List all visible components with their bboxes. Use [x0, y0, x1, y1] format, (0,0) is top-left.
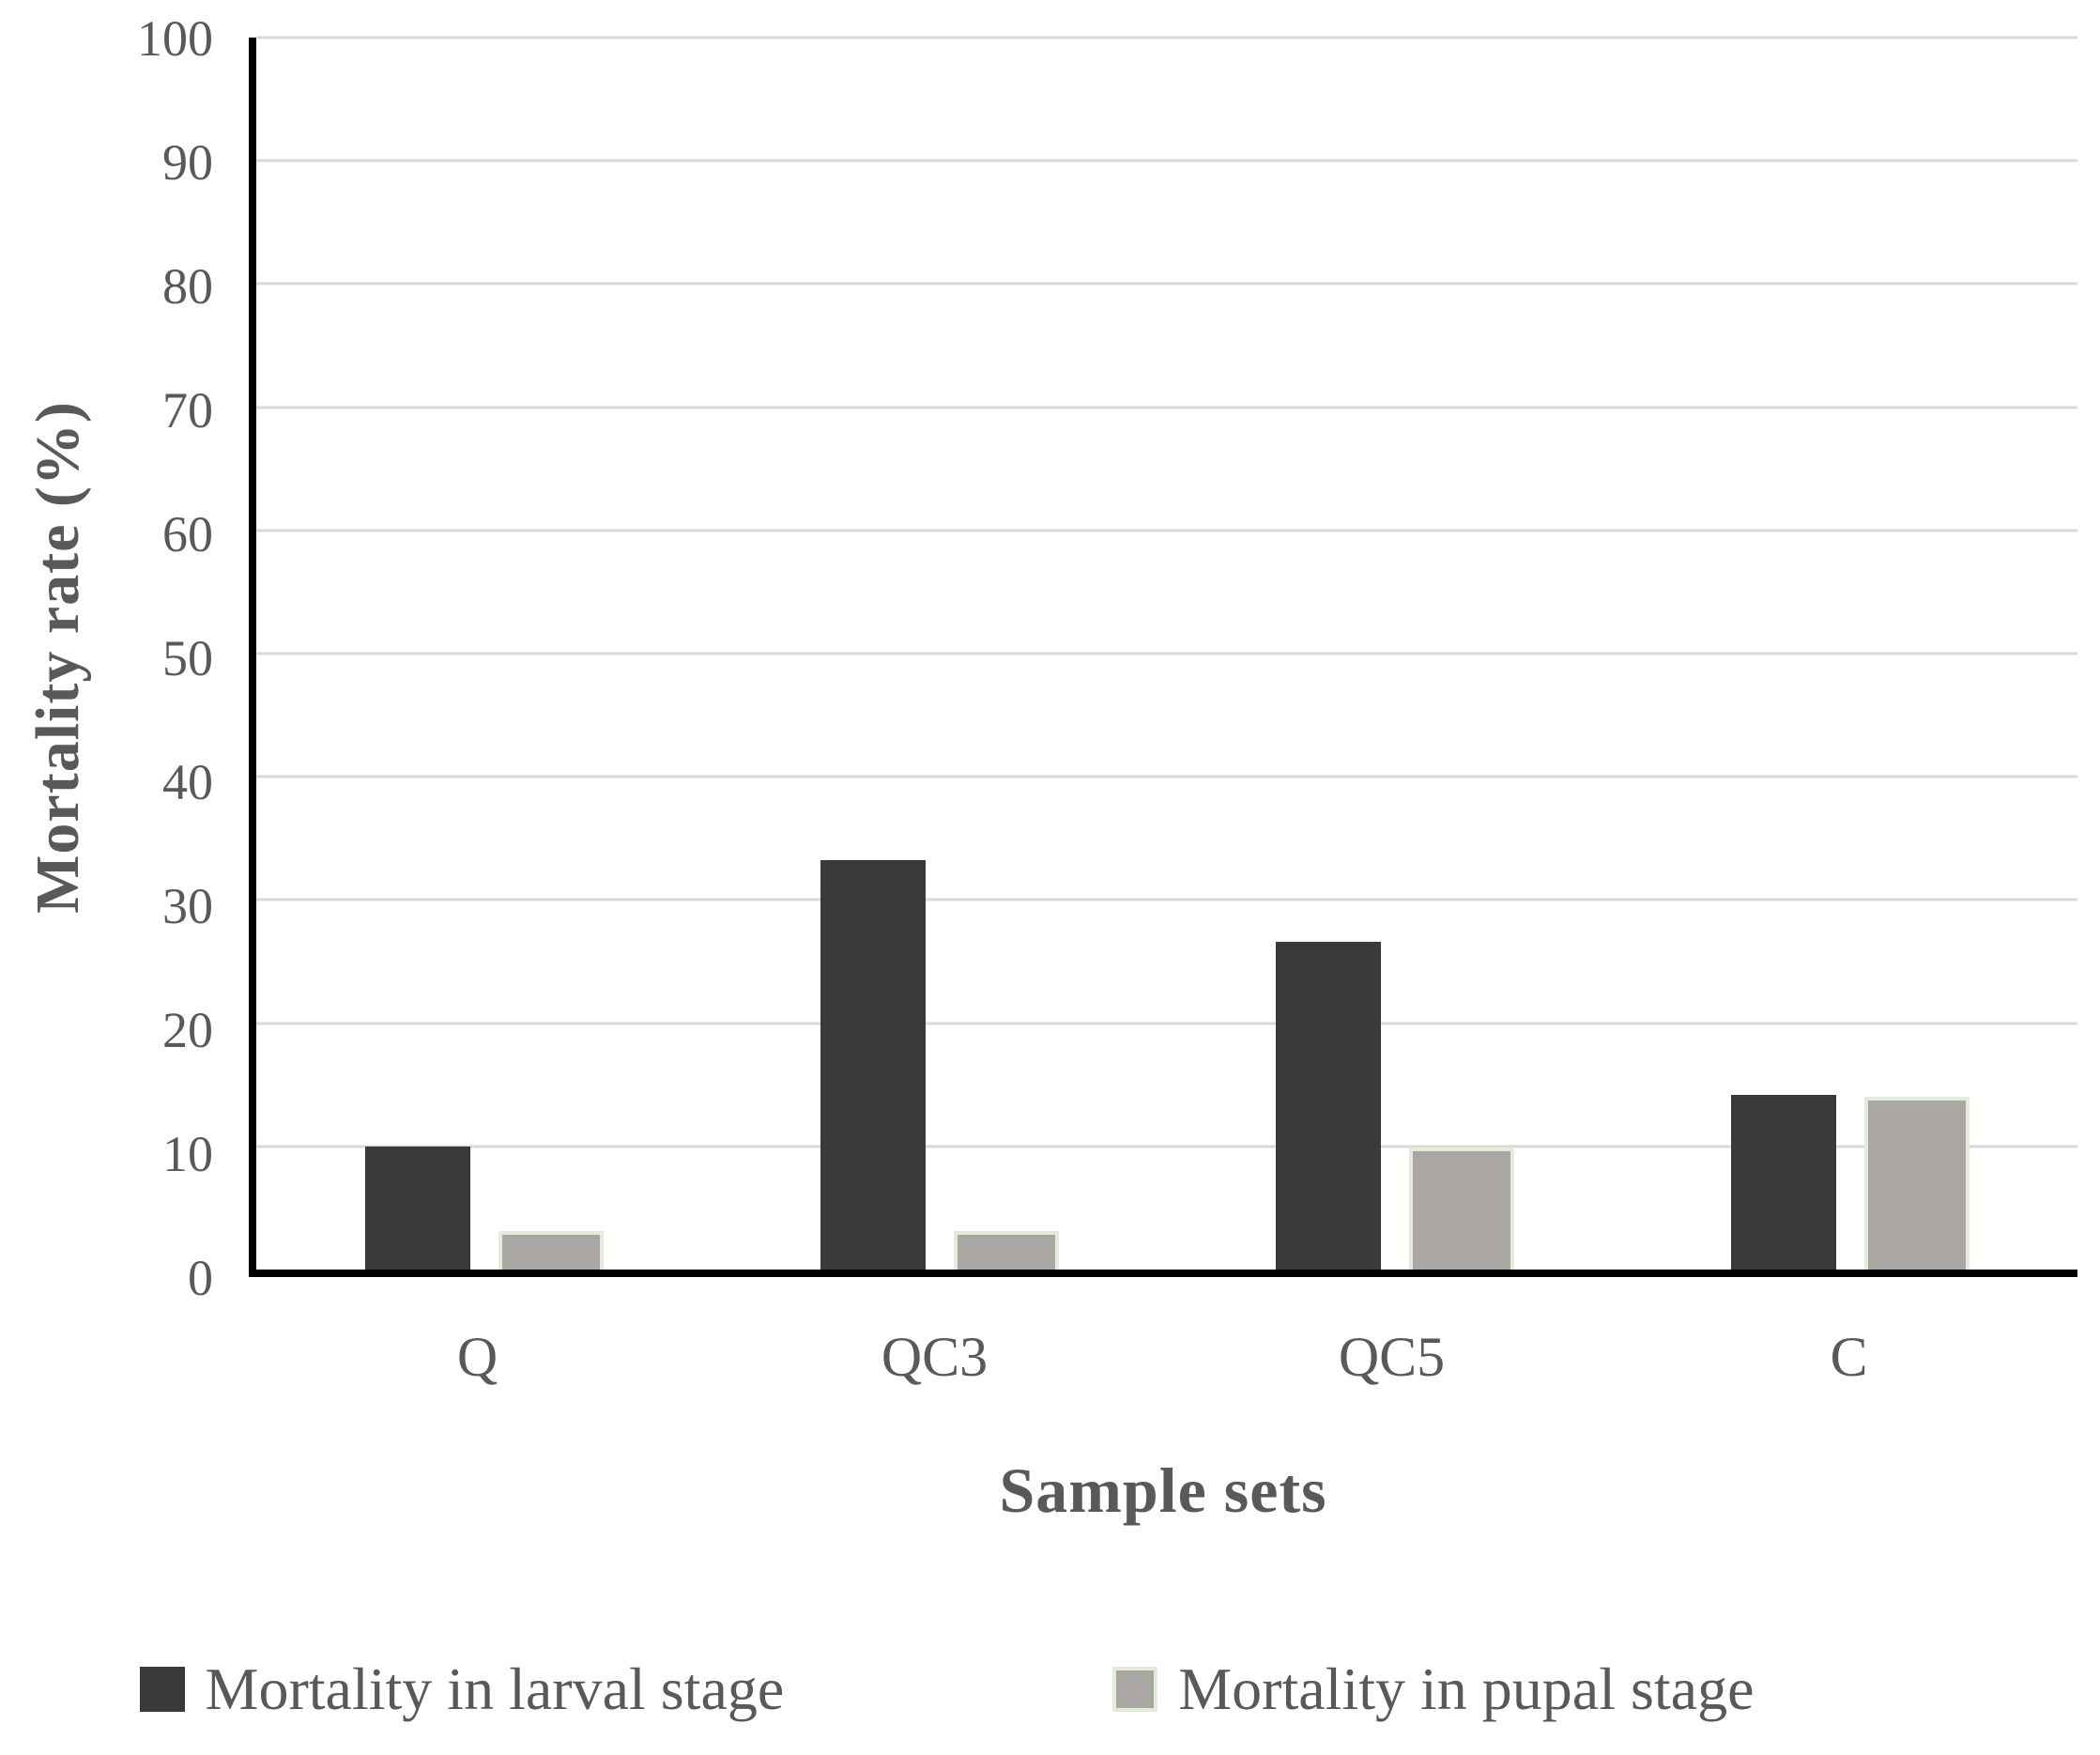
bar-larval-QC5 [1275, 942, 1381, 1270]
gridline-10 [256, 1145, 2077, 1148]
bar-larval-C [1730, 1094, 1836, 1270]
y-axis-tick-labels: 0 10 20 30 40 50 60 70 80 90 100 [35, 13, 213, 1303]
bar-pupal-QC5 [1408, 1147, 1514, 1270]
plot-wrapper: 0 10 20 30 40 50 60 70 80 90 100 [137, 13, 2077, 1303]
plot-area [249, 36, 2077, 1277]
bar-group-QC3 [712, 38, 1167, 1270]
gridline-80 [256, 282, 2077, 285]
legend-item-pupal: Mortality in pupal stage [1112, 1655, 1754, 1724]
gridline-50 [256, 652, 2077, 655]
y-tick-label-80: 80 [162, 258, 213, 316]
x-axis-labels: Q QC3 QC5 C [249, 1326, 2077, 1388]
y-tick-label-40: 40 [162, 754, 213, 811]
x-axis-title: Sample sets [999, 1455, 1327, 1526]
gridline-100 [256, 36, 2077, 39]
y-tick-label-20: 20 [162, 1002, 213, 1059]
bar-pupal-C [1863, 1097, 1970, 1270]
bar-groups [256, 38, 2077, 1270]
y-tick-label-60: 60 [162, 506, 213, 563]
y-tick-label-10: 10 [162, 1126, 213, 1183]
legend-item-larval: Mortality in larval stage [139, 1655, 785, 1724]
gridline-70 [256, 406, 2077, 409]
x-tick-label-C: C [1830, 1326, 1868, 1388]
bar-group-C [1622, 38, 2077, 1270]
legend-swatch-pupal [1112, 1667, 1158, 1712]
x-tick-label-QC3: QC3 [881, 1326, 989, 1388]
y-tick-label-0: 0 [188, 1250, 213, 1307]
legend-swatch-larval [139, 1667, 185, 1712]
gridline-30 [256, 898, 2077, 901]
y-tick-label-30: 30 [162, 878, 213, 935]
gridline-60 [256, 529, 2077, 532]
gridline-90 [256, 159, 2077, 162]
x-tick-label-Q: Q [456, 1326, 498, 1388]
bar-pupal-QC3 [953, 1231, 1059, 1270]
legend-label-larval: Mortality in larval stage [205, 1655, 785, 1722]
legend: Mortality in larval stage Mortality in pu… [0, 1655, 2100, 1724]
y-tick-label-70: 70 [162, 382, 213, 439]
x-tick-label-QC5: QC5 [1338, 1326, 1446, 1388]
bar-larval-QC3 [820, 860, 926, 1270]
y-tick-label-90: 90 [162, 134, 213, 192]
bar-group-Q [256, 38, 712, 1270]
gridline-20 [256, 1022, 2077, 1025]
bar-larval-Q [364, 1146, 470, 1270]
legend-label-pupal: Mortality in pupal stage [1178, 1655, 1755, 1722]
y-tick-label-100: 100 [137, 10, 213, 68]
y-tick-label-50: 50 [162, 630, 213, 687]
gridline-40 [256, 775, 2077, 778]
bar-pupal-Q [498, 1231, 604, 1270]
bar-group-QC5 [1167, 38, 1622, 1270]
